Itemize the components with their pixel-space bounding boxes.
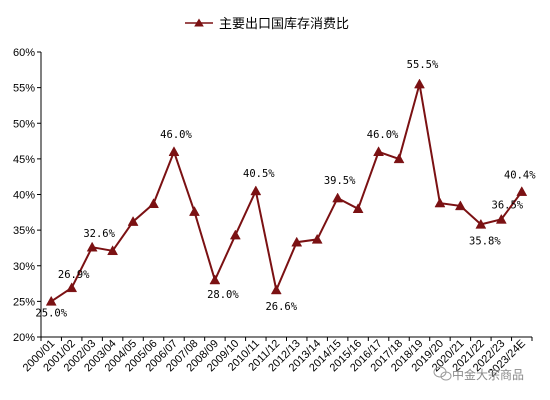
data-point-marker: [434, 197, 446, 208]
data-label: 35.8%: [469, 235, 501, 247]
data-label: 32.6%: [83, 228, 115, 240]
data-point-marker: [107, 245, 119, 256]
data-point-marker: [45, 295, 57, 306]
data-point-marker: [475, 218, 487, 229]
series-line: [50, 83, 523, 303]
legend-marker: [194, 18, 204, 27]
y-tick-label: 45%: [13, 154, 35, 166]
data-point-marker: [454, 200, 466, 211]
data-point-marker: [393, 153, 405, 164]
watermark: 中金大宗商品: [433, 366, 524, 382]
data-point-marker: [311, 233, 323, 244]
data-point-marker: [250, 185, 262, 196]
data-point-marker: [270, 284, 282, 295]
y-tick-label: 50%: [13, 118, 35, 130]
data-label: 25.0%: [35, 307, 67, 319]
y-tick-label: 25%: [13, 296, 35, 308]
data-label: 55.5%: [407, 59, 439, 71]
data-label: 40.4%: [504, 170, 536, 182]
data-labels: 25.0% 26.9% 32.6% 46.0% 28.0% 40.5% 26.6% 39.5%…: [35, 59, 536, 319]
data-point-marker: [148, 198, 159, 209]
data-label: 46.0%: [160, 129, 192, 141]
y-tick-label: 20%: [13, 332, 35, 344]
data-point-marker: [495, 213, 507, 224]
data-label: 36.5%: [492, 199, 524, 211]
y-tick-label: 55%: [13, 83, 35, 95]
data-label: 26.6%: [265, 301, 297, 313]
data-label: 26.9%: [58, 269, 90, 281]
legend-label: 主要出口国库存消费比: [219, 16, 349, 32]
data-label: 39.5%: [324, 175, 356, 187]
data-point-marker: [66, 282, 78, 293]
y-tick-label: 40%: [13, 190, 35, 202]
data-point-marker: [516, 186, 528, 196]
data-point-marker: [189, 206, 200, 216]
data-point-marker: [86, 241, 98, 252]
data-point-marker: [373, 146, 384, 156]
data-label: 46.0%: [367, 129, 399, 141]
wechat-icon: [433, 366, 452, 381]
data-point-marker: [229, 229, 241, 240]
data-point-marker: [209, 274, 221, 285]
axes: 20%25%30%35%40%45%50%55%60%2000/012001/0…: [13, 47, 533, 379]
data-point-marker: [127, 216, 139, 226]
data-point-marker: [332, 192, 344, 203]
data-label: 40.5%: [243, 168, 275, 180]
data-point-marker: [352, 203, 364, 213]
watermark-text: 中金大宗商品: [452, 367, 524, 382]
data-point-marker: [291, 236, 303, 247]
data-label: 28.0%: [207, 289, 239, 301]
legend: 主要出口国库存消费比: [185, 16, 349, 32]
data-point-marker: [168, 146, 180, 156]
data-point-marker: [414, 78, 425, 89]
series-layer: [45, 78, 528, 306]
y-tick-label: 60%: [13, 47, 35, 59]
y-tick-label: 30%: [13, 261, 35, 273]
y-tick-label: 35%: [13, 225, 35, 237]
